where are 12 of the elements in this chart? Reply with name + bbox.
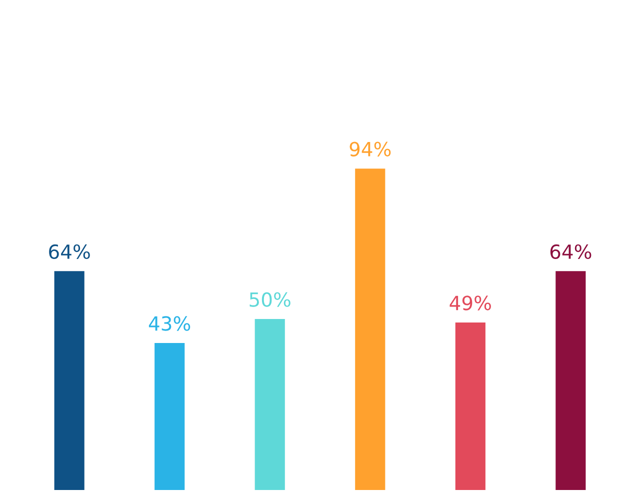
data-label: 50% [250, 292, 290, 307]
data-label: 43% [148, 316, 190, 331]
data-label: 49% [450, 296, 491, 310]
bar [54, 271, 84, 490]
data-label: 94% [350, 142, 391, 156]
bar [556, 271, 586, 490]
bar [455, 322, 486, 490]
bar [355, 168, 386, 490]
bar [254, 319, 285, 490]
bar [154, 342, 185, 490]
data-label: 64% [550, 244, 592, 260]
data-label: 64% [49, 244, 90, 260]
